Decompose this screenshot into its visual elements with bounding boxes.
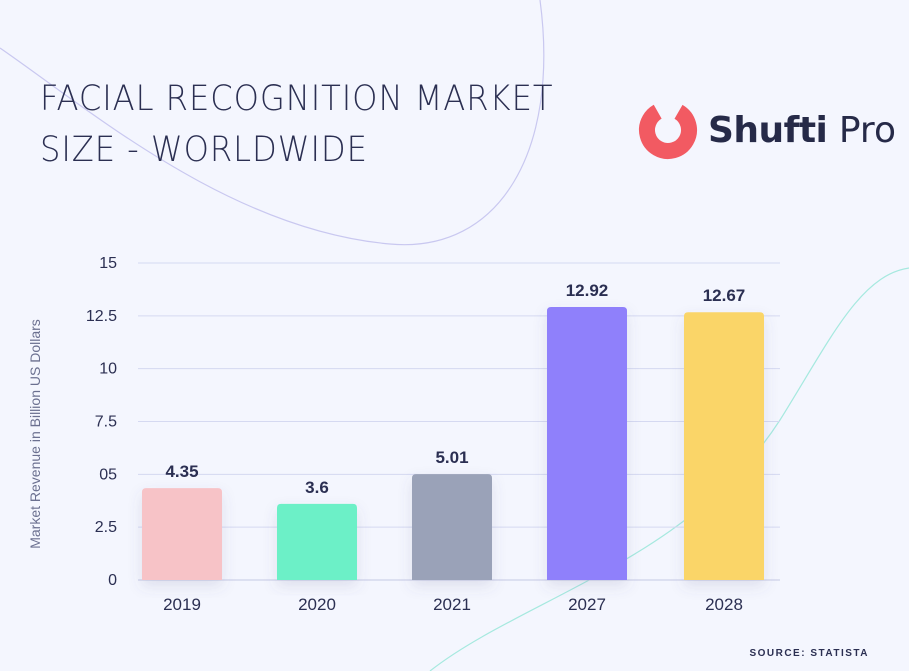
- data-label-2027: 12.92: [566, 281, 609, 300]
- x-tick-label-2028: 2028: [705, 595, 743, 614]
- logo-text-bold: Shufti: [708, 109, 828, 151]
- bar-2021: [412, 474, 492, 580]
- y-tick-label: 7.5: [95, 414, 117, 431]
- title-line-2: SIZE - WORLDWIDE: [40, 130, 368, 170]
- data-label-2028: 12.67: [703, 286, 746, 305]
- x-tick-label-2020: 2020: [298, 595, 336, 614]
- gridlines: [138, 262, 780, 581]
- shufti-pro-logo: Shufti Pro: [638, 97, 896, 163]
- x-axis-ticks: 2019 2020 2021 2027 2028: [163, 595, 743, 614]
- bar-2020: [277, 503, 357, 580]
- title-line-1: FACIAL RECOGNITION MARKET: [40, 79, 554, 119]
- x-tick-label-2019: 2019: [163, 595, 201, 614]
- y-tick-label: 15: [99, 255, 117, 272]
- shufti-pro-logo-icon: [639, 101, 697, 159]
- data-label-2019: 4.35: [165, 462, 198, 481]
- data-label-2021: 5.01: [435, 448, 468, 467]
- y-axis-label: Market Revenue in Billion US Dollars: [27, 319, 43, 549]
- x-tick-label-2027: 2027: [568, 595, 606, 614]
- page-title: FACIAL RECOGNITION MARKET SIZE - WORLDWI…: [40, 74, 553, 176]
- source-note: SOURCE: STATISTA: [749, 648, 869, 659]
- bars: 4.35 3.6 5.01 12.92 12.67: [142, 281, 764, 580]
- y-tick-label: 05: [99, 466, 117, 483]
- logo-text-regular: Pro: [838, 109, 896, 151]
- x-tick-label-2021: 2021: [433, 595, 471, 614]
- bar-2027: [547, 306, 627, 580]
- data-label-2020: 3.6: [305, 478, 329, 497]
- y-tick-label: 10: [99, 361, 117, 378]
- bar-2028: [684, 312, 764, 580]
- y-tick-label: 2.5: [95, 519, 117, 536]
- bar-2019: [142, 488, 222, 580]
- y-tick-label: 0: [108, 572, 117, 589]
- logo-wordmark: Shufti Pro: [708, 110, 896, 151]
- y-tick-label: 12.5: [86, 308, 117, 325]
- y-axis-ticks: 0 2.5 05 7.5 10 12.5 15: [86, 255, 117, 589]
